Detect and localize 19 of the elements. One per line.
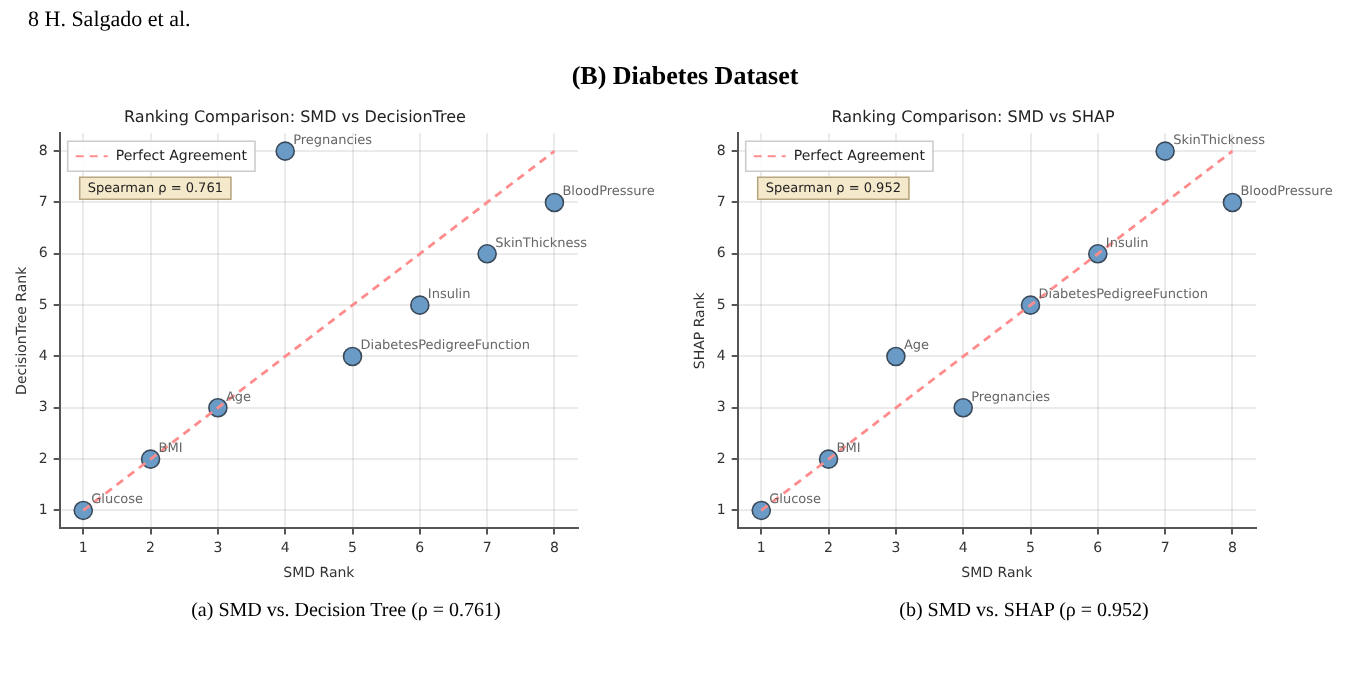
- text: 8 H. Salgado et al.: [26, 8, 193, 36]
- text: (B) Diabetes Dataset: [569, 60, 801, 92]
- point: [1087, 244, 1107, 264]
- point: [1154, 141, 1174, 161]
- point: [750, 500, 771, 521]
- point: [409, 295, 429, 315]
- text: (a) SMD vs. Decision Tree (ρ = 0.761): [191, 600, 501, 622]
- point: [1019, 295, 1040, 315]
- point: [72, 500, 93, 521]
- text: (b) SMD vs. SHAP (ρ = 0.952): [899, 600, 1149, 622]
- point: [952, 397, 972, 418]
- point: [1221, 192, 1242, 213]
- chart-title: Ranking Comparison: SMD vs DecisionTree: [123, 107, 466, 126]
- point: [274, 141, 294, 161]
- point: [885, 346, 905, 367]
- point: [476, 244, 496, 264]
- point: [341, 346, 362, 367]
- chart-title: Ranking Comparison: SMD vs SHAP: [830, 107, 1114, 126]
- point: [543, 192, 564, 213]
